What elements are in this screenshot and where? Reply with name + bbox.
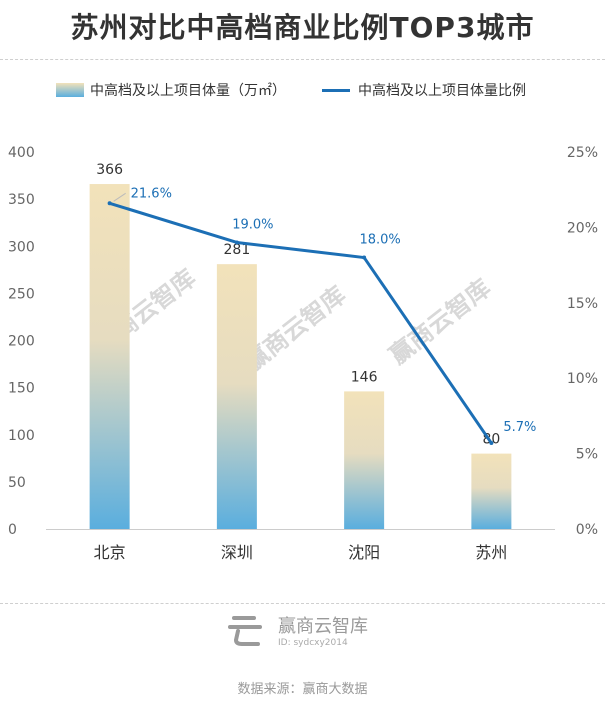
ratio-line [109,201,493,444]
bar-苏州 [471,453,512,529]
bar-沈阳 [344,391,385,529]
left-axis-tick-4: 200 [8,334,35,350]
ratio-value-label: 19.0% [232,217,273,232]
footer-brand: 赢商云智库 [278,616,368,637]
title-divider [0,59,605,60]
bar-value-label: 146 [351,369,378,385]
legend-item-line: 中高档及以上项目体量比例 [322,80,526,100]
right-axis-tick-2: 10% [567,371,598,387]
footer-divider [0,603,605,604]
x-axis-category: 深圳 [221,543,253,562]
left-axis-tick-3: 150 [8,381,35,397]
right-axis-tick-0: 0% [576,522,598,538]
x-axis-category: 沈阳 [348,543,380,562]
legend-line-label: 中高档及以上项目体量比例 [358,83,526,99]
left-axis-tick-2: 100 [8,428,35,444]
bar-北京 [89,184,130,530]
right-axis-tick-3: 15% [567,296,598,312]
right-axis-tick-1: 5% [576,447,598,463]
left-axis-tick-5: 250 [8,286,35,302]
bar-value-label: 366 [96,162,123,178]
data-source: 数据来源：赢商大数据 [237,682,368,697]
x-axis-category: 北京 [94,543,126,562]
footer-id: ID: sydcxy2014 [278,638,348,648]
footer-logo: 赢商云智库 ID: sydcxy2014 [228,612,368,648]
bar-深圳 [216,264,257,529]
legend-bar-label: 中高档及以上项目体量（万㎡） [90,83,286,99]
left-axis-tick-8: 400 [8,145,35,161]
ratio-point-深圳 [234,240,239,245]
ratio-point-苏州 [489,441,494,446]
ratio-value-label: 18.0% [359,233,400,248]
watermark-2: 赢商云智库 [384,274,496,370]
yingshang-logo-icon [228,616,262,646]
legend-item-bar: 中高档及以上项目体量（万㎡） [56,80,286,100]
left-axis-tick-7: 350 [8,192,35,208]
right-axis-tick-4: 20% [567,220,598,236]
left-axis-tick-6: 300 [8,239,35,255]
ratio-label-leader [113,192,126,202]
ratio-value-label: 5.7% [503,420,536,435]
right-axis-tick-5: 25% [567,145,598,161]
bar-value-label: 281 [224,242,251,258]
ratio-point-沈阳 [362,255,367,260]
x-axis-category: 苏州 [475,543,507,562]
legend-line-swatch [322,88,350,92]
combo-chart: 赢商云智库 赢商云智库 赢商云智库0501001502002503003504000… [8,145,598,562]
left-axis-tick-0: 0 [8,522,17,538]
legend: 中高档及以上项目体量（万㎡） 中高档及以上项目体量比例 [0,80,605,102]
left-axis-tick-1: 50 [8,475,26,491]
chart-title: 苏州对比中高档商业比例TOP3城市 [70,11,535,44]
legend-bar-swatch [56,83,84,97]
ratio-value-label: 21.6% [131,186,172,201]
ratio-point-北京 [107,201,112,206]
